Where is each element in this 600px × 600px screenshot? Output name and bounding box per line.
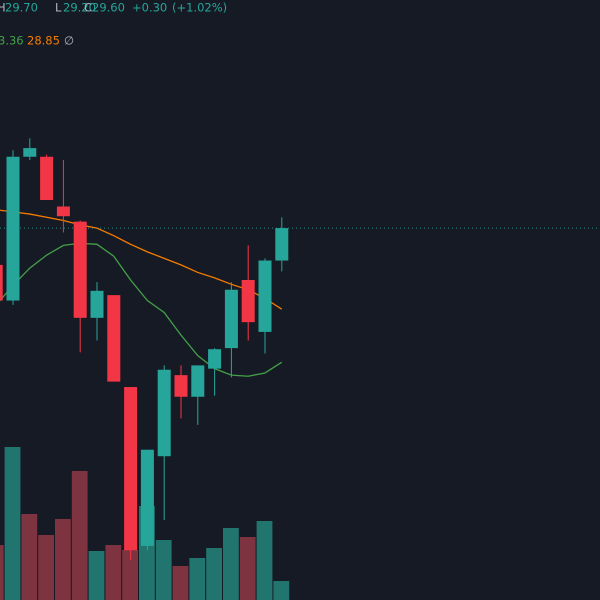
candle-body: [191, 365, 205, 397]
volume-bar: [4, 447, 21, 600]
change-percent: (+1.02%): [172, 1, 227, 15]
volume-bar: [256, 521, 273, 600]
indicator-legend: 28.85: [27, 34, 60, 48]
volume-bar: [172, 566, 189, 600]
change-value: +0.30: [132, 1, 167, 15]
legend-value: 29.20: [63, 1, 96, 15]
legend-key: C: [84, 1, 92, 15]
candle-body: [208, 349, 222, 369]
moving-average: [0, 242, 283, 377]
candle-body: [275, 228, 289, 261]
candle-body: [241, 280, 255, 323]
legend-key: L: [55, 1, 62, 15]
volume-bar: [206, 548, 222, 600]
candle-body: [157, 369, 171, 457]
legend-value: 29.70: [5, 1, 38, 15]
candle-body: [73, 221, 87, 318]
volume-bar: [55, 519, 71, 600]
legend-key: H: [0, 1, 6, 15]
candle-body: [224, 289, 238, 349]
volume-bar: [71, 471, 88, 600]
candle-body: [40, 156, 54, 200]
volume-bar: [38, 535, 54, 600]
indicator-legend: ∅: [64, 34, 74, 48]
candle-body: [107, 295, 121, 382]
candle-body: [90, 290, 104, 318]
candle-body: [124, 387, 138, 551]
candle-body: [56, 206, 70, 217]
volume-bar: [273, 581, 290, 600]
indicator-legend: 3.36: [0, 34, 24, 48]
candle-body: [0, 264, 3, 301]
candle-body: [174, 375, 188, 397]
volume-bar: [105, 545, 122, 600]
legend-value: 29.60: [92, 1, 125, 15]
candle-body: [23, 148, 37, 157]
volume-bar: [155, 540, 172, 600]
candle-body: [6, 156, 20, 301]
volume-bar: [0, 545, 4, 600]
volume-bar: [88, 551, 105, 600]
moving-average: [0, 209, 283, 310]
candle-body: [258, 260, 272, 332]
volume-bar: [223, 528, 239, 600]
candle-body: [140, 449, 154, 546]
volume-bar: [21, 514, 38, 600]
volume-bar: [122, 550, 138, 600]
volume-bar: [239, 537, 256, 600]
volume-bar: [189, 558, 206, 600]
